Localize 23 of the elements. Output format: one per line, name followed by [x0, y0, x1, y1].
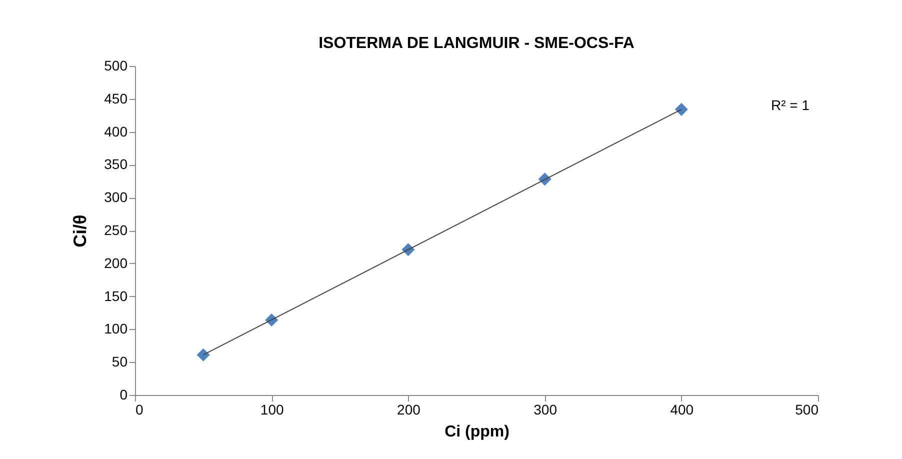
point: [674, 102, 688, 116]
x-tick-label: 0: [136, 402, 144, 418]
y-tick-label: 0: [120, 386, 128, 402]
x-tick-label: 200: [397, 402, 421, 418]
y-tick-label: 50: [112, 354, 128, 370]
y-tick-label: 200: [104, 254, 128, 271]
x-tick-label: 100: [260, 402, 284, 418]
x-tick-label: 300: [534, 402, 558, 418]
y-tick-label: 150: [104, 288, 128, 304]
x-tick-label: 500: [795, 402, 819, 418]
x-axis-title: Ci (ppm): [444, 424, 510, 440]
point: [196, 348, 210, 362]
y-tick-label: 100: [104, 320, 128, 337]
y-axis-title: Ci/θ: [70, 214, 90, 248]
y-tick-label: 250: [104, 222, 128, 238]
y-tick-label: 450: [104, 90, 128, 106]
y-tick-label: 500: [104, 58, 128, 74]
y-tick-label: 400: [104, 123, 128, 140]
annotation: R² = 1: [771, 97, 810, 113]
x-tick-label: 400: [670, 402, 694, 418]
y-tick-label: 300: [104, 189, 128, 206]
y-tick-label: 350: [104, 156, 128, 172]
chart-title: ISOTERMA DE LANGMUIR - SME-OCS-FA: [318, 35, 635, 52]
